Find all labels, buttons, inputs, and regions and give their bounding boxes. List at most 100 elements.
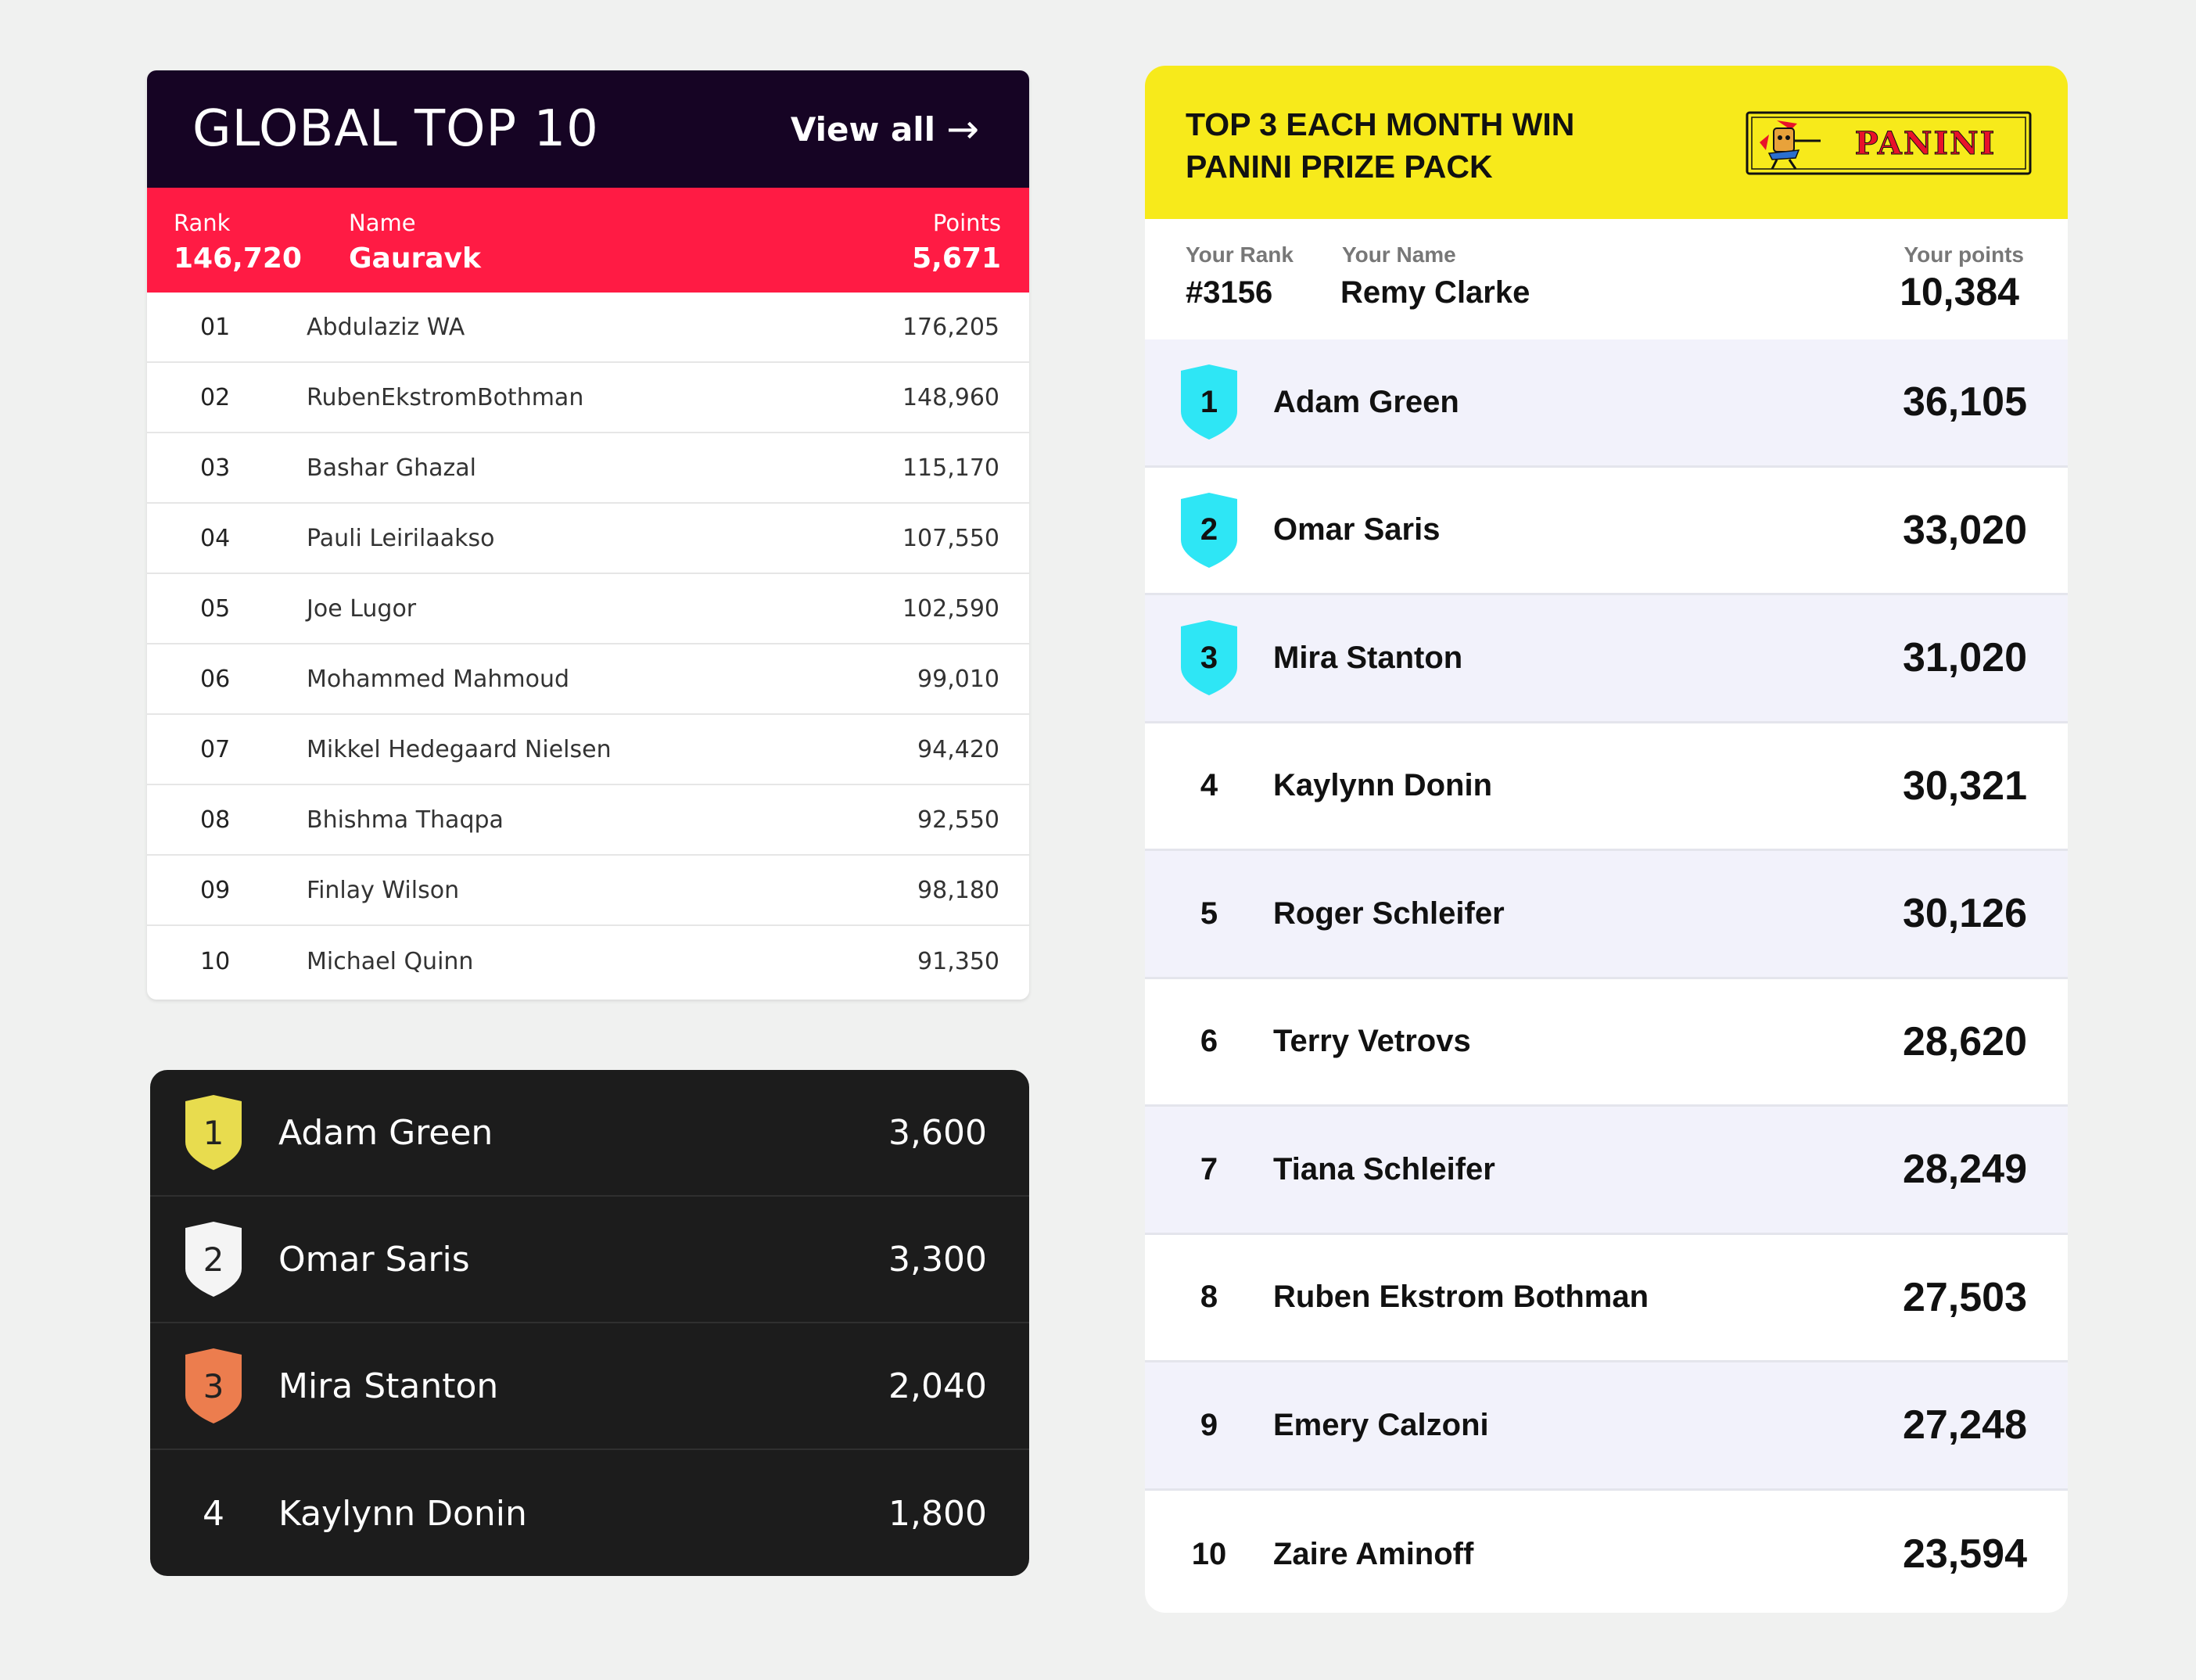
rank-shield-icon: 2	[1176, 490, 1242, 570]
your-points-value: 10,384	[1900, 270, 2019, 314]
rank-number: 1	[1200, 384, 1218, 419]
list-item[interactable]: 3 Mira Stanton 31,020	[1145, 595, 2068, 723]
view-all-label: View all	[790, 109, 936, 149]
row-points: 1,800	[888, 1493, 987, 1534]
row-name: Emery Calzoni	[1273, 1407, 1489, 1442]
global-top10-header: GLOBAL TOP 10 View all →	[147, 70, 1029, 188]
list-item[interactable]: 10 Zaire Aminoff 23,594	[1145, 1491, 2068, 1614]
rank-cell: 1	[1145, 362, 1273, 442]
row-points: 33,020	[1902, 507, 2027, 553]
rank-cell: 5	[1145, 896, 1273, 932]
table-row[interactable]: 04 Pauli Leirilaakso 107,550	[147, 504, 1029, 574]
list-item[interactable]: 1 Adam Green 3,600	[150, 1070, 1029, 1197]
panini-header: TOP 3 EACH MONTH WIN PANINI PRIZE PACK P…	[1145, 66, 2068, 219]
row-points: 30,321	[1902, 763, 2027, 809]
rank-cell: 9	[1145, 1408, 1273, 1443]
your-points-label: Your points	[1904, 242, 2024, 267]
row-points: 176,205	[902, 313, 999, 341]
list-item[interactable]: 5 Roger Schleifer 30,126	[1145, 851, 2068, 979]
rank-shield-icon: 1	[1176, 362, 1242, 442]
row-name: Adam Green	[278, 1112, 493, 1153]
rank-shield-icon: 3	[1176, 618, 1242, 698]
row-name: RubenEkstromBothman	[307, 383, 584, 411]
my-name-value: Gauravk	[349, 242, 481, 275]
row-rank: 02	[200, 383, 231, 411]
list-item[interactable]: 9 Emery Calzoni 27,248	[1145, 1362, 2068, 1491]
table-row[interactable]: 10 Michael Quinn 91,350	[147, 926, 1029, 996]
list-item[interactable]: 3 Mira Stanton 2,040	[150, 1323, 1029, 1450]
row-name: Pauli Leirilaakso	[307, 524, 495, 552]
rank-cell: 3	[150, 1347, 277, 1425]
rank-cell: 1	[150, 1093, 277, 1172]
row-points: 23,594	[1902, 1531, 2027, 1578]
rank-cell: 10	[1145, 1537, 1273, 1572]
row-name: Terry Vetrovs	[1273, 1024, 1471, 1059]
rank-number: 5	[1200, 896, 1218, 931]
row-points: 148,960	[902, 383, 999, 411]
list-item[interactable]: 4 Kaylynn Donin 30,321	[1145, 723, 2068, 851]
row-points: 3,600	[888, 1112, 987, 1153]
rank-number: 3	[1200, 640, 1218, 675]
rank-cell: 6	[1145, 1024, 1273, 1059]
my-rank-value: 146,720	[174, 242, 302, 275]
rank-number: 3	[203, 1366, 224, 1405]
row-name: Kaylynn Donin	[1273, 768, 1493, 803]
table-row[interactable]: 08 Bhishma Thaqpa 92,550	[147, 785, 1029, 856]
row-points: 28,620	[1902, 1018, 2027, 1064]
row-name: Bashar Ghazal	[307, 454, 476, 482]
table-row[interactable]: 06 Mohammed Mahmoud 99,010	[147, 644, 1029, 715]
row-name: Abdulaziz WA	[307, 313, 465, 341]
row-rank: 08	[200, 806, 231, 834]
rank-number: 10	[1191, 1536, 1227, 1571]
rank-number: 2	[1200, 512, 1218, 547]
row-name: Kaylynn Donin	[278, 1493, 527, 1534]
rank-shield-icon: 3	[181, 1347, 246, 1425]
table-row[interactable]: 07 Mikkel Hedegaard Nielsen 94,420	[147, 715, 1029, 785]
row-rank: 09	[200, 876, 231, 904]
row-points: 98,180	[917, 876, 999, 904]
your-rank-row: Your Rank Your Name Your points #3156 Re…	[1145, 219, 2068, 339]
row-points: 28,249	[1902, 1147, 2027, 1193]
arrow-right-icon: →	[946, 106, 979, 152]
list-item[interactable]: 2 Omar Saris 33,020	[1145, 468, 2068, 595]
table-row[interactable]: 01 Abdulaziz WA 176,205	[147, 293, 1029, 363]
list-item[interactable]: 1 Adam Green 36,105	[1145, 339, 2068, 468]
row-points: 36,105	[1902, 379, 2027, 425]
rank-number: 8	[1200, 1280, 1218, 1315]
row-name: Omar Saris	[278, 1239, 470, 1280]
table-row[interactable]: 05 Joe Lugor 102,590	[147, 574, 1029, 644]
row-rank: 10	[200, 947, 231, 975]
view-all-link[interactable]: View all →	[791, 109, 979, 149]
global-leaderboard-list: 01 Abdulaziz WA 176,205 02 RubenEkstromBothm…	[147, 293, 1029, 996]
rank-cell: 8	[1145, 1280, 1273, 1315]
list-item[interactable]: 4 Kaylynn Donin 1,800	[150, 1450, 1029, 1576]
rank-number: 6	[1200, 1024, 1218, 1059]
row-points: 3,300	[888, 1239, 987, 1280]
rank-number: 4	[1200, 768, 1218, 803]
row-points: 107,550	[902, 524, 999, 552]
row-name: Finlay Wilson	[307, 876, 460, 904]
your-rank-value: #3156	[1186, 275, 1273, 310]
table-row[interactable]: 03 Bashar Ghazal 115,170	[147, 433, 1029, 504]
name-label: Name	[349, 210, 416, 236]
row-rank: 01	[200, 313, 231, 341]
rank-cell: 7	[1145, 1152, 1273, 1187]
rank-cell: 4	[150, 1494, 277, 1534]
list-item[interactable]: 6 Terry Vetrovs 28,620	[1145, 979, 2068, 1107]
row-points: 92,550	[917, 806, 999, 834]
my-points-value: 5,671	[912, 242, 1001, 275]
table-row[interactable]: 02 RubenEkstromBothman 148,960	[147, 363, 1029, 433]
row-rank: 06	[200, 665, 231, 693]
row-points: 30,126	[1902, 891, 2027, 937]
panini-leaderboard-list: 1 Adam Green 36,105 2 Omar Saris 33,020 3 Mira …	[1145, 339, 2068, 1613]
list-item[interactable]: 7 Tiana Schleifer 28,249	[1145, 1107, 2068, 1235]
rank-cell: 4	[1145, 768, 1273, 803]
global-top10-card: GLOBAL TOP 10 View all → Rank Name Point…	[147, 70, 1029, 1000]
list-item[interactable]: 8 Ruben Ekstrom Bothman 27,503	[1145, 1235, 2068, 1362]
row-name: Mikkel Hedegaard Nielsen	[307, 735, 612, 763]
list-item[interactable]: 2 Omar Saris 3,300	[150, 1197, 1029, 1323]
row-name: Omar Saris	[1273, 512, 1441, 547]
table-row[interactable]: 09 Finlay Wilson 98,180	[147, 856, 1029, 926]
rank-number: 1	[203, 1113, 224, 1152]
rank-cell: 2	[150, 1220, 277, 1298]
